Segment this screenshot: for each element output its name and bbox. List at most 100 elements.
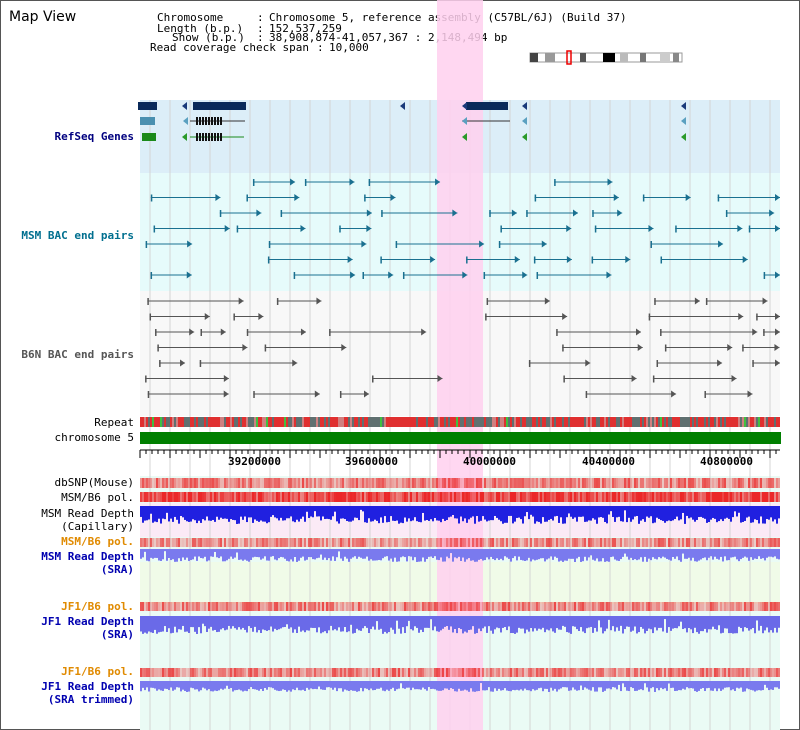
heat-cell	[662, 668, 664, 677]
heat-cell	[424, 478, 426, 488]
bac-end	[563, 375, 565, 383]
heat-cell	[760, 478, 762, 488]
heat-cell	[700, 478, 702, 488]
heat-cell	[166, 492, 168, 502]
msm-depth-sra-label-1[interactable]: MSM Read Depth	[41, 550, 134, 563]
depth-bar	[286, 616, 288, 625]
bac-end-arrow	[215, 194, 221, 201]
heat-cell	[592, 492, 594, 502]
heat-cell	[394, 602, 396, 611]
heat-cell	[742, 602, 744, 611]
heat-cell	[518, 538, 520, 547]
depth-bar	[536, 506, 538, 522]
depth-bar	[246, 681, 248, 692]
heat-cell	[768, 478, 770, 488]
depth-bar	[560, 506, 562, 518]
depth-bar	[460, 506, 462, 517]
heat-cell	[620, 478, 622, 488]
heat-cell	[690, 492, 692, 502]
repeat-mark	[610, 417, 612, 427]
heat-cell	[294, 602, 296, 611]
heat-cell	[512, 478, 514, 488]
repeat-mark	[746, 417, 748, 427]
depth-bar	[272, 681, 274, 689]
heat-cell	[750, 538, 752, 547]
heat-cell	[284, 492, 286, 502]
msm-bac-label[interactable]: MSM BAC end pairs	[21, 229, 134, 242]
bac-end-arrow	[452, 209, 458, 217]
depth-bar	[220, 506, 222, 518]
heat-cell	[440, 602, 442, 611]
heat-cell	[598, 538, 600, 547]
gene-arrow	[522, 102, 527, 110]
depth-bar	[202, 506, 204, 520]
heat-cell	[188, 668, 190, 677]
jf1-b6-pol-label-1[interactable]: JF1/B6 pol.	[61, 600, 134, 613]
heat-cell	[352, 478, 354, 488]
depth-bar	[306, 616, 308, 631]
depth-bar	[390, 506, 392, 517]
depth-bar	[614, 549, 616, 560]
depth-bar	[380, 506, 382, 518]
heat-cell	[706, 478, 708, 488]
heat-cell	[542, 602, 544, 611]
depth-bar	[500, 681, 502, 691]
depth-bar	[508, 616, 510, 627]
heat-cell	[736, 478, 738, 488]
b6n-bac-label[interactable]: B6N BAC end pairs	[21, 348, 134, 361]
repeat-mark	[236, 417, 238, 427]
depth-bar	[424, 549, 426, 562]
heat-cell	[734, 492, 736, 502]
msm-b6-pol-label-1[interactable]: MSM/B6 pol.	[61, 491, 134, 504]
repeat-mark	[494, 417, 496, 427]
heat-cell	[366, 602, 368, 611]
repeat-mark	[506, 417, 508, 427]
depth-bar	[408, 506, 410, 519]
heat-cell	[300, 602, 302, 611]
depth-bar	[628, 681, 630, 692]
heat-cell	[554, 538, 556, 547]
heat-cell	[468, 602, 470, 611]
jf1-b6-pol-label-2[interactable]: JF1/B6 pol.	[61, 665, 134, 678]
depth-bar	[224, 549, 226, 562]
depth-bar	[266, 616, 268, 631]
msm-depth-cap-label-1[interactable]: MSM Read Depth	[41, 507, 134, 520]
heat-cell	[380, 492, 382, 502]
refseq-genes-label[interactable]: RefSeq Genes	[54, 130, 134, 143]
depth-bar	[728, 506, 730, 519]
heat-cell	[182, 492, 184, 502]
heat-cell	[486, 538, 488, 547]
heat-cell	[404, 668, 406, 677]
heat-cell	[350, 538, 352, 547]
repeat-mark	[596, 417, 598, 427]
heat-cell	[146, 492, 148, 502]
heat-cell	[584, 538, 586, 547]
depth-bar	[332, 549, 334, 557]
depth-bar	[686, 616, 688, 633]
heat-cell	[266, 492, 268, 502]
msm-b6-pol-label-2[interactable]: MSM/B6 pol.	[61, 535, 134, 548]
jf1-depth-trim-label-1[interactable]: JF1 Read Depth	[41, 680, 134, 693]
depth-bar	[534, 506, 536, 524]
dbsnp-label[interactable]: dbSNP(Mouse)	[54, 476, 134, 489]
jf1-depth-trim-label-2: (SRA trimmed)	[47, 693, 134, 706]
depth-bar	[568, 616, 570, 633]
heat-cell	[282, 538, 284, 547]
heat-cell	[520, 492, 522, 502]
heat-cell	[464, 492, 466, 502]
depth-bar	[778, 506, 780, 519]
heat-cell	[294, 538, 296, 547]
depth-bar	[382, 681, 384, 691]
heat-cell	[428, 668, 430, 677]
jf1-depth-sra-label-1[interactable]: JF1 Read Depth	[41, 615, 134, 628]
bac-end-arrow	[341, 344, 347, 351]
depth-bar	[618, 549, 620, 561]
depth-bar	[478, 506, 480, 522]
heat-cell	[308, 538, 310, 547]
depth-bar	[766, 616, 768, 628]
repeat-mark	[256, 417, 258, 427]
heat-cell	[344, 492, 346, 502]
heat-cell	[208, 492, 210, 502]
depth-bar	[438, 681, 440, 691]
